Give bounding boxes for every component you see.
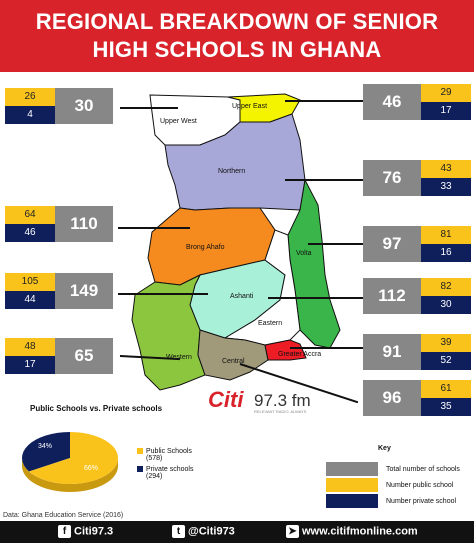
- pie-depth: [22, 458, 118, 492]
- logo-tagline: RELEVANT RADIO. ALWAYS: [254, 409, 307, 414]
- region-greater-accra: [264, 339, 307, 361]
- total-count: 91: [363, 334, 421, 370]
- total-count: 110: [55, 206, 113, 242]
- public-count: 48: [5, 338, 55, 356]
- private-count: 52: [421, 352, 471, 370]
- source-note: Data: Ghana Education Service (2016): [3, 512, 124, 519]
- pie-legend-private: Private schools (294): [137, 466, 193, 480]
- map-label-upper-east: Upper East: [232, 103, 268, 110]
- public-count: 105: [5, 273, 55, 291]
- private-count: 4: [5, 106, 55, 124]
- total-count: 96: [363, 380, 421, 416]
- stat-box-central: 96 61 35: [363, 380, 471, 416]
- stat-box-eastern: 112 82 30: [363, 278, 471, 314]
- connector-greater-accra: [290, 347, 363, 349]
- total-count: 112: [363, 278, 421, 314]
- total-count: 149: [55, 273, 113, 309]
- map-label-brong-ahafo: Brong Ahafo: [186, 244, 225, 251]
- private-count: 30: [421, 296, 471, 314]
- footer-website[interactable]: ➤ www.citifmonline.com: [286, 525, 418, 538]
- connector-volta: [308, 243, 363, 245]
- pie-chart: 34% 66%: [21, 432, 119, 492]
- mouse-pointer-icon: ➤: [286, 525, 299, 538]
- stat-box-greater-accra: 91 39 52: [363, 334, 471, 370]
- public-count: 26: [5, 88, 55, 106]
- connector-northern: [285, 179, 363, 181]
- public-count: 43: [421, 160, 471, 178]
- facebook-icon: f: [58, 525, 71, 538]
- map-label-greater-accra: Greater Accra: [278, 351, 322, 358]
- map-label-central: Central: [222, 358, 245, 365]
- pie-slice-private: [21, 432, 70, 472]
- connector-upper-east: [285, 100, 363, 102]
- public-count: 61: [421, 380, 471, 398]
- map-label-northern: Northern: [218, 168, 246, 175]
- private-count: 44: [5, 291, 55, 309]
- legend-swatch-public: [137, 448, 143, 455]
- private-count: 17: [421, 102, 471, 120]
- stat-box-upper-east: 46 29 17: [363, 84, 471, 120]
- pie-label: 66%: [84, 465, 98, 472]
- stat-box-brong-ahafo: 64 46 110: [5, 206, 113, 242]
- connector-ashanti: [118, 293, 208, 295]
- private-count: 17: [5, 356, 55, 374]
- title-banner: REGIONAL BREAKDOWN OF SENIOR HIGH SCHOOL…: [0, 0, 474, 72]
- pie-legend-public: Public Schools (578): [137, 448, 192, 462]
- map-label-upper-west: Upper West: [160, 118, 197, 125]
- citi-fm-logo: Citi 97.3 fm RELEVANT RADIO. ALWAYS: [208, 387, 311, 414]
- key-label-private: Number private school: [386, 498, 457, 505]
- legend-label-private: Private schools: [146, 466, 194, 473]
- footer-bar: f Citi97.3 t @Citi973 ➤ www.citifmonline.co…: [0, 521, 474, 543]
- title-line-2: HIGH SCHOOLS IN GHANA: [92, 37, 382, 62]
- total-count: 46: [363, 84, 421, 120]
- stat-box-ashanti: 105 44 149: [5, 273, 113, 309]
- footer-facebook[interactable]: f Citi97.3: [58, 525, 113, 538]
- key-label-public: Number public school: [386, 482, 454, 489]
- legend-count-public: (578): [146, 455, 163, 462]
- connector-upper-west: [120, 107, 178, 109]
- map-label-eastern: Eastern: [258, 320, 283, 327]
- private-count: 33: [421, 178, 471, 196]
- total-count: 76: [363, 160, 421, 196]
- legend-count-private: (294): [146, 473, 163, 480]
- stat-box-western: 48 17 65: [5, 338, 113, 374]
- private-count: 16: [421, 244, 471, 262]
- website-url: www.citifmonline.com: [302, 525, 418, 538]
- footer-twitter[interactable]: t @Citi973: [172, 525, 235, 538]
- legend-label-public: Public Schools: [146, 448, 192, 455]
- key-swatch-total: [326, 462, 378, 476]
- private-count: 35: [421, 398, 471, 416]
- public-count: 82: [421, 278, 471, 296]
- total-count: 97: [363, 226, 421, 262]
- public-count: 39: [421, 334, 471, 352]
- twitter-icon: t: [172, 525, 185, 538]
- pie-slice-public: [29, 432, 119, 484]
- key-label-total: Total number of schools: [386, 466, 460, 473]
- key-swatch-private: [326, 494, 378, 508]
- total-count: 30: [55, 88, 113, 124]
- public-count: 29: [421, 84, 471, 102]
- connector-brong-ahafo: [118, 227, 190, 229]
- connector-eastern: [268, 297, 363, 299]
- map-label-volta: Volta: [296, 250, 312, 257]
- pie-chart-title: Public Schools vs. Private schools: [30, 404, 163, 413]
- title-line-1: REGIONAL BREAKDOWN OF SENIOR: [35, 9, 439, 34]
- key-title: Key: [378, 445, 391, 452]
- facebook-handle: Citi97.3: [74, 525, 114, 538]
- stat-box-volta: 97 81 16: [363, 226, 471, 262]
- logo-brand: Citi: [208, 387, 244, 412]
- stat-box-northern: 76 43 33: [363, 160, 471, 196]
- private-count: 46: [5, 224, 55, 242]
- map-label-ashanti: Ashanti: [230, 293, 254, 300]
- key-swatch-public: [326, 478, 378, 492]
- stat-box-upper-west: 26 4 30: [5, 88, 113, 124]
- public-count: 81: [421, 226, 471, 244]
- pie-label: 34%: [38, 443, 52, 450]
- logo-frequency: 97.3 fm: [254, 391, 311, 410]
- total-count: 65: [55, 338, 113, 374]
- twitter-handle: @Citi973: [188, 525, 235, 538]
- public-count: 64: [5, 206, 55, 224]
- legend-swatch-private: [137, 466, 143, 473]
